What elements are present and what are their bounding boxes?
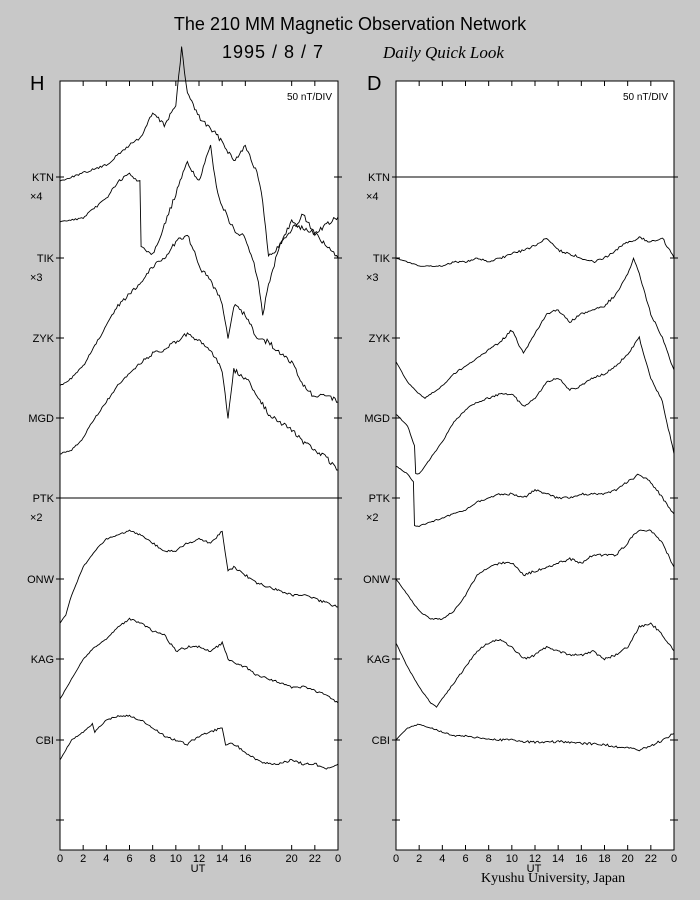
station-label-KTN: KTN — [32, 172, 54, 184]
x-tick-label-2: 4 — [103, 853, 109, 865]
x-tick-label-8: 16 — [239, 853, 251, 865]
multiplier-KTN: ×4 — [366, 191, 379, 203]
x-tick-label-9: 18 — [598, 853, 610, 865]
station-label-MGD: MGD — [28, 413, 54, 425]
station-label-ONW: ONW — [27, 574, 55, 586]
multiplier-PTK: ×2 — [366, 512, 379, 524]
station-label-PTK: PTK — [33, 493, 55, 505]
station-label-ZYK: ZYK — [33, 333, 55, 345]
station-label-KAG: KAG — [31, 654, 54, 666]
panel-letter-D: D — [367, 73, 381, 95]
x-tick-label-6: 12 — [193, 853, 205, 865]
page-title: The 210 MM Magnetic Observation Network — [173, 14, 527, 34]
observation-date: 1995 / 8 / 7 — [222, 42, 325, 62]
x-tick-label-6: 12 — [529, 853, 541, 865]
x-tick-label-9: 20 — [286, 853, 298, 865]
trace-D-ZYK — [395, 256, 675, 400]
trace-D-ONW — [395, 529, 675, 621]
x-tick-label-4: 8 — [150, 853, 156, 865]
station-label-TIK: TIK — [37, 253, 55, 265]
panel-letter-H: H — [30, 73, 44, 95]
x-axis-label-H: UT — [191, 863, 206, 875]
trace-H-CBI — [59, 714, 339, 770]
trace-D-CBI — [395, 723, 675, 752]
multiplier-TIK: ×3 — [366, 272, 379, 284]
trace-D-MGD — [395, 335, 675, 475]
station-label-ONW: ONW — [363, 574, 391, 586]
station-label-TIK: TIK — [373, 253, 391, 265]
station-label-ZYK: ZYK — [369, 333, 391, 345]
x-tick-label-0: 0 — [57, 853, 63, 865]
station-label-PTK: PTK — [369, 493, 391, 505]
x-tick-label-4: 8 — [486, 853, 492, 865]
x-tick-label-2: 4 — [439, 853, 445, 865]
credit-text: Kyushu University, Japan — [481, 871, 626, 886]
panel-frame-H — [59, 80, 339, 851]
multiplier-PTK: ×2 — [30, 512, 43, 524]
x-axis-label-D: UT — [527, 863, 542, 875]
x-tick-label-3: 6 — [126, 853, 132, 865]
multiplier-TIK: ×3 — [30, 272, 43, 284]
x-tick-label-1: 2 — [416, 853, 422, 865]
station-label-CBI: CBI — [36, 735, 54, 747]
x-tick-label-11: 0 — [335, 853, 341, 865]
trace-H-TIK — [59, 144, 339, 316]
station-label-KAG: KAG — [367, 654, 390, 666]
x-tick-label-10: 20 — [622, 853, 634, 865]
trace-D-PTK — [395, 465, 675, 527]
station-label-KTN: KTN — [368, 172, 390, 184]
trace-H-MGD — [59, 332, 338, 471]
quick-look-subtitle: Daily Quick Look — [383, 43, 504, 62]
trace-D-TIK — [395, 236, 675, 267]
x-tick-label-8: 16 — [575, 853, 587, 865]
x-tick-label-10: 22 — [309, 853, 321, 865]
panel-frame-D — [395, 80, 675, 851]
x-tick-label-5: 10 — [506, 853, 518, 865]
trace-H-KTN — [59, 46, 339, 258]
trace-H-ONW — [59, 529, 339, 624]
scale-label-H: 50 nT/DIV — [287, 92, 332, 103]
station-label-CBI: CBI — [372, 735, 390, 747]
trace-H-ZYK — [59, 234, 339, 403]
trace-D-KAG — [395, 622, 675, 708]
scale-label-D: 50 nT/DIV — [623, 92, 668, 103]
multiplier-KTN: ×4 — [30, 191, 43, 203]
trace-H-KAG — [59, 617, 339, 704]
x-tick-label-7: 14 — [552, 853, 564, 865]
x-tick-label-7: 14 — [216, 853, 228, 865]
x-tick-label-12: 0 — [671, 853, 677, 865]
x-tick-label-1: 2 — [80, 853, 86, 865]
x-tick-label-0: 0 — [393, 853, 399, 865]
station-label-MGD: MGD — [364, 413, 390, 425]
x-tick-label-5: 10 — [170, 853, 182, 865]
x-tick-label-11: 22 — [645, 853, 657, 865]
x-tick-label-3: 6 — [462, 853, 468, 865]
